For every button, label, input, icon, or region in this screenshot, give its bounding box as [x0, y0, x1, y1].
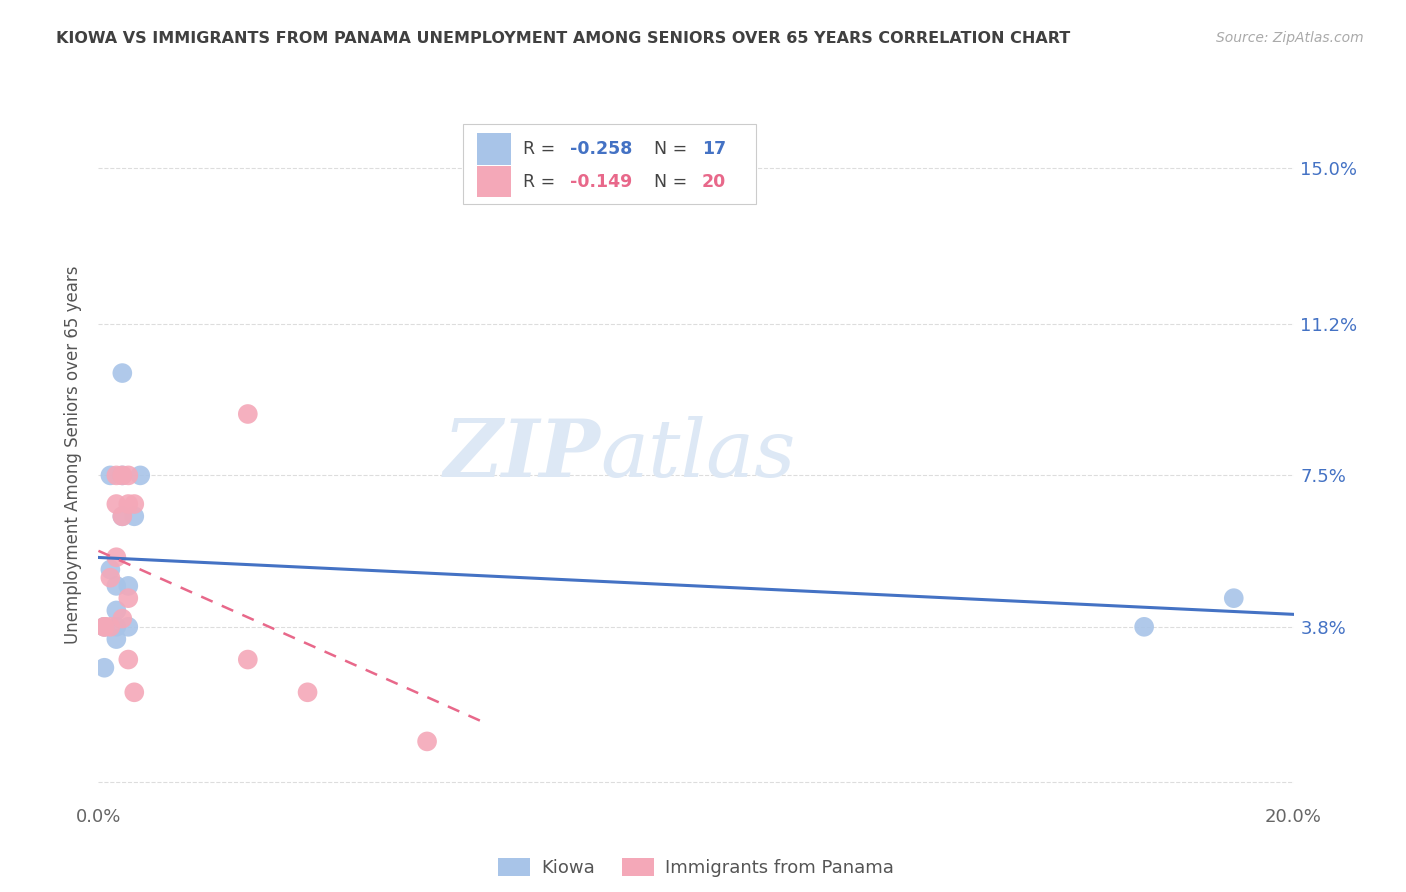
Point [93, 620, 115, 634]
Text: ZIP: ZIP [443, 417, 600, 493]
Point [105, 620, 128, 634]
Text: -0.149: -0.149 [571, 173, 633, 191]
Point [105, 603, 128, 617]
FancyBboxPatch shape [463, 124, 756, 204]
Text: N =: N = [654, 173, 693, 191]
Point [117, 620, 139, 634]
FancyBboxPatch shape [477, 134, 510, 165]
Y-axis label: Unemployment Among Seniors over 65 years: Unemployment Among Seniors over 65 years [65, 266, 83, 644]
Point [124, 685, 146, 699]
Point [105, 632, 128, 646]
Point [111, 509, 134, 524]
Point [117, 652, 139, 666]
Point [105, 497, 128, 511]
Point [297, 685, 319, 699]
Point [124, 497, 146, 511]
Point [100, 562, 122, 576]
Legend: Kiowa, Immigrants from Panama: Kiowa, Immigrants from Panama [491, 850, 901, 884]
Point [129, 468, 152, 483]
Point [124, 509, 146, 524]
Text: 20: 20 [702, 173, 725, 191]
Text: atlas: atlas [600, 417, 796, 493]
Point [100, 571, 122, 585]
Point [100, 620, 122, 634]
Text: 17: 17 [702, 140, 725, 159]
Text: R =: R = [523, 140, 561, 159]
Text: KIOWA VS IMMIGRANTS FROM PANAMA UNEMPLOYMENT AMONG SENIORS OVER 65 YEARS CORRELA: KIOWA VS IMMIGRANTS FROM PANAMA UNEMPLOY… [56, 31, 1070, 46]
Point [117, 579, 139, 593]
Point [105, 550, 128, 565]
Point [111, 468, 134, 483]
Text: R =: R = [523, 173, 561, 191]
Point [111, 468, 134, 483]
Point [93, 620, 115, 634]
Point [93, 661, 115, 675]
Point [117, 591, 139, 606]
Text: -0.258: -0.258 [571, 140, 633, 159]
Point [1133, 620, 1156, 634]
Text: Source: ZipAtlas.com: Source: ZipAtlas.com [1216, 31, 1364, 45]
FancyBboxPatch shape [477, 166, 510, 197]
Point [1223, 591, 1246, 606]
Point [111, 366, 134, 380]
Point [93, 620, 115, 634]
Point [117, 497, 139, 511]
Point [105, 468, 128, 483]
Point [236, 652, 259, 666]
Point [236, 407, 259, 421]
Point [100, 468, 122, 483]
Point [117, 468, 139, 483]
Point [111, 509, 134, 524]
Point [416, 734, 439, 748]
Text: N =: N = [654, 140, 693, 159]
Point [105, 579, 128, 593]
Point [111, 612, 134, 626]
